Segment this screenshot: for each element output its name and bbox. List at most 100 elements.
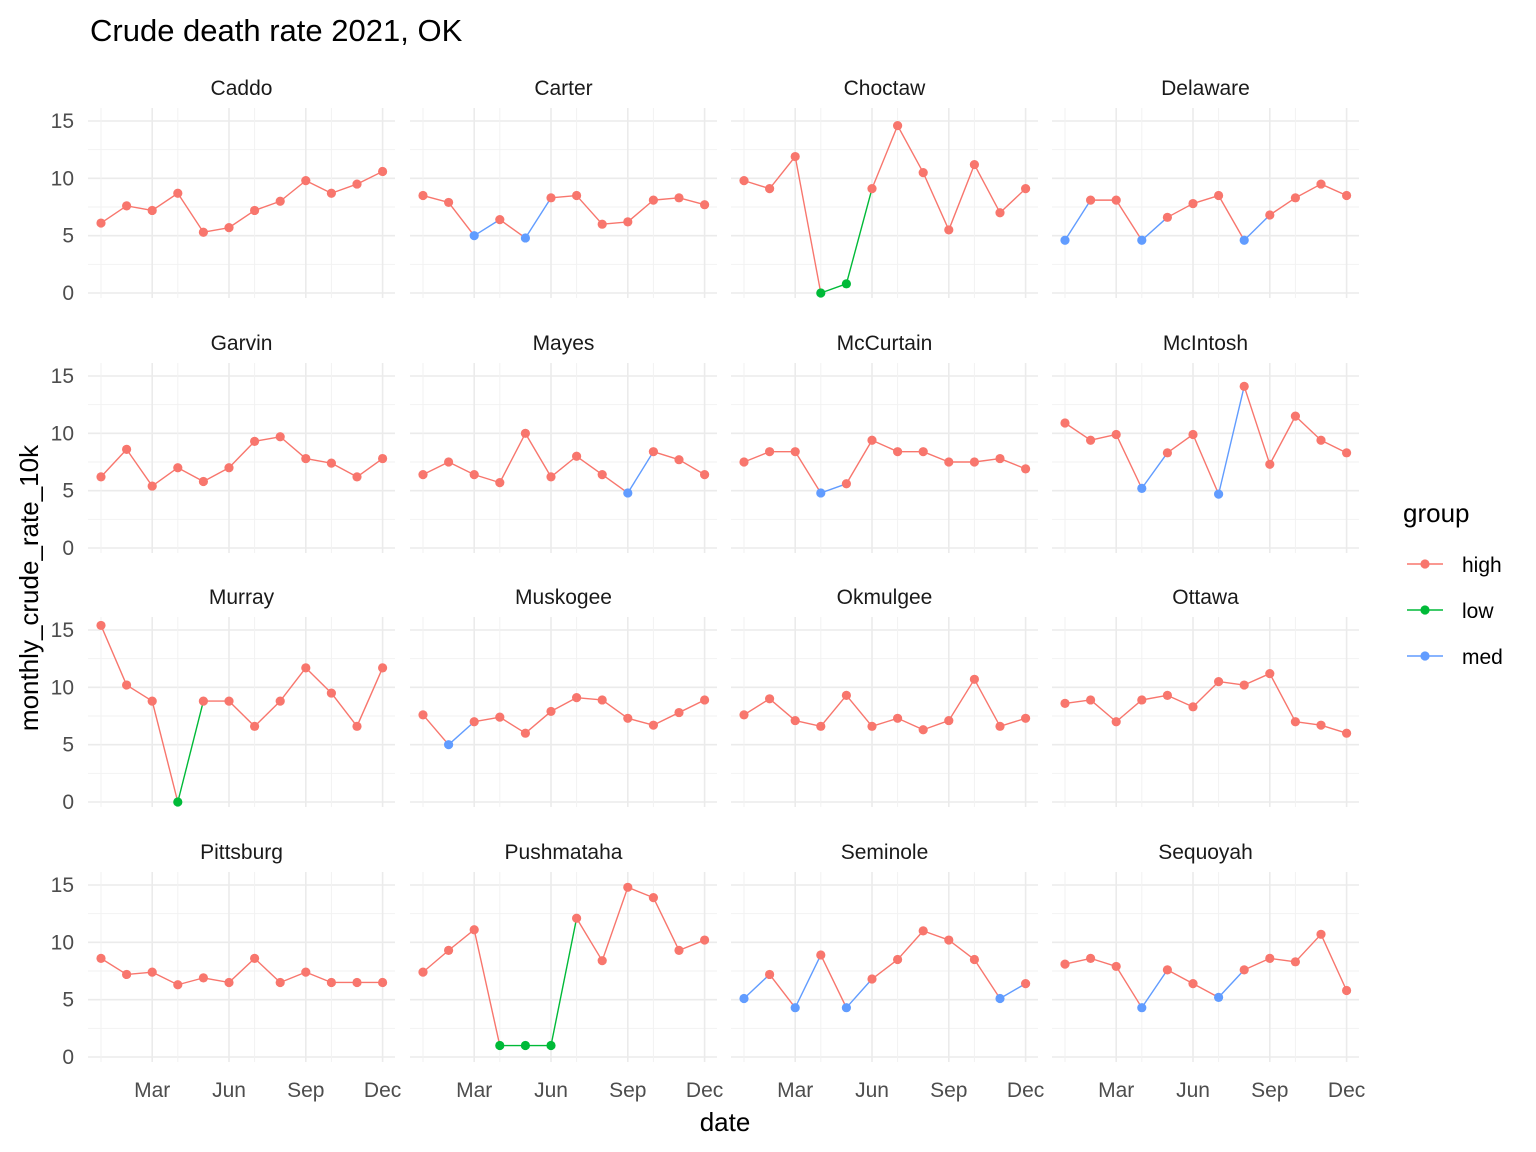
data-point <box>326 458 336 468</box>
series-segment <box>1115 966 1143 1009</box>
data-point <box>623 713 633 723</box>
data-point <box>969 457 980 467</box>
data-point <box>648 893 659 903</box>
data-point <box>378 453 388 464</box>
data-point <box>444 197 454 208</box>
data-point <box>700 470 710 480</box>
data-point <box>173 188 183 198</box>
series-segment <box>769 156 796 190</box>
series-segment <box>330 692 358 727</box>
x-tick-label: Sep <box>287 1079 324 1102</box>
series-segment <box>871 439 898 453</box>
series-segment <box>151 467 179 487</box>
series-segment <box>1166 433 1194 454</box>
series-segment <box>279 436 307 460</box>
data-point <box>495 712 505 722</box>
series-segment <box>948 678 975 721</box>
series-segment <box>948 164 976 231</box>
facet-strip-label: Muskogee <box>515 586 612 609</box>
series-segment <box>845 694 873 727</box>
series-segment <box>845 978 873 1009</box>
data-point <box>1290 717 1300 727</box>
series-segment <box>550 455 578 478</box>
series-segment <box>1269 415 1297 465</box>
series-segment <box>422 714 450 746</box>
series-segment <box>820 694 847 727</box>
data-point <box>739 457 749 467</box>
series-segment <box>897 717 924 731</box>
x-tick-label: Jun <box>212 1079 246 1102</box>
series-segment <box>448 929 475 951</box>
data-point <box>572 190 582 201</box>
facet-strip-label: Okmulgee <box>837 586 933 609</box>
series-segment <box>448 201 475 237</box>
series-segment <box>356 667 384 727</box>
data-point <box>147 481 157 491</box>
legend-key-point <box>1420 651 1430 661</box>
series-segment <box>1320 934 1348 991</box>
data-point <box>495 478 505 488</box>
data-point <box>378 663 388 673</box>
series-segment <box>897 930 924 960</box>
data-point <box>275 196 285 206</box>
data-point <box>816 721 826 731</box>
data-point <box>1214 190 1224 201</box>
data-point <box>918 447 928 457</box>
data-point <box>918 926 928 936</box>
series-segment <box>1064 199 1092 241</box>
series-segment <box>922 172 950 231</box>
series-segment <box>999 188 1027 214</box>
data-point <box>250 436 260 446</box>
data-point <box>1111 961 1121 972</box>
facet-panel-mcintosh: McIntosh <box>1052 332 1359 553</box>
data-point <box>1265 953 1275 963</box>
y-tick-label: 5 <box>62 989 74 1012</box>
data-point <box>1086 695 1096 705</box>
data-point <box>469 470 479 480</box>
data-point <box>700 695 710 705</box>
data-point <box>224 696 234 706</box>
series-segment <box>228 440 256 469</box>
data-point <box>739 993 749 1004</box>
series-segment <box>1320 439 1347 454</box>
y-tick-label: 5 <box>62 734 74 757</box>
data-point <box>1162 690 1172 700</box>
data-point <box>867 184 877 194</box>
facet-strip-label: Caddo <box>211 77 273 100</box>
data-point <box>301 453 311 464</box>
series-segment <box>177 700 205 803</box>
facet-panel-pushmataha: Pushmataha Mar Jun Sep Dec <box>410 841 723 1102</box>
series-segment <box>1243 672 1271 686</box>
facet-panel-garvin: Garvin 0 5 10 15 <box>51 332 395 560</box>
y-tick-label: 10 <box>51 676 74 699</box>
series-segment <box>627 199 654 223</box>
series-segment <box>678 939 705 952</box>
series-segment <box>279 667 307 702</box>
series-segment <box>794 156 822 294</box>
facet-panel-murray: Murray 0 5 10 15 <box>51 586 395 814</box>
x-tick-label: Sep <box>1251 1079 1288 1102</box>
data-point <box>1239 680 1249 690</box>
series-segment <box>1217 195 1245 241</box>
data-point <box>378 166 388 177</box>
facet-strip-label: Choctaw <box>844 77 927 100</box>
x-tick-label: Dec <box>364 1079 401 1102</box>
data-point <box>250 205 260 216</box>
series-segment <box>1217 386 1245 495</box>
series-segment <box>743 973 771 1000</box>
data-point <box>893 954 903 965</box>
data-point <box>173 463 183 473</box>
data-point <box>790 715 800 726</box>
data-point <box>841 279 852 289</box>
series-segment <box>794 954 822 1008</box>
data-point <box>1188 702 1198 712</box>
series-segment <box>653 711 680 726</box>
data-point <box>1188 198 1198 209</box>
series-segment <box>601 699 629 719</box>
data-point <box>816 288 826 298</box>
data-point <box>1137 1003 1147 1013</box>
data-point <box>96 472 106 482</box>
y-tick-label: 5 <box>62 480 74 503</box>
series-segment <box>1167 694 1194 708</box>
series-segment <box>100 957 127 976</box>
